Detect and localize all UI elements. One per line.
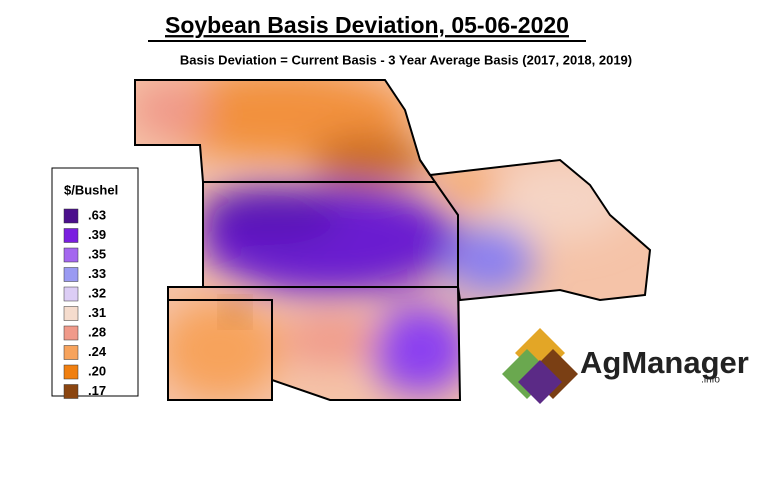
logo-name: AgManager: [580, 345, 749, 380]
legend-label: .35: [88, 246, 106, 261]
legend-swatch: [63, 345, 79, 360]
legend-swatch: [63, 247, 79, 263]
legend: $/Bushel .63 .39 .35 .33 .32 .31 .28 .24 .20 .17: [51, 167, 139, 399]
legend-swatch: [63, 208, 79, 224]
legend-swatch: [63, 384, 79, 399]
legend-label: .39: [88, 227, 106, 242]
legend-box: [51, 167, 139, 397]
legend-swatch: [63, 228, 79, 243]
legend-label: .31: [88, 305, 106, 320]
legend-swatch: [63, 306, 79, 321]
legend-swatch: [63, 267, 79, 282]
subtitle: Basis Deviation = Current Basis - 3 Year…: [180, 52, 632, 67]
legend-label: .20: [88, 363, 106, 378]
legend-label: .33: [88, 266, 106, 281]
legend-label: .24: [88, 344, 107, 359]
legend-label: .63: [88, 207, 106, 222]
title: Soybean Basis Deviation, 05-06-2020: [165, 12, 569, 38]
legend-label: .32: [88, 285, 106, 300]
legend-label: .28: [88, 324, 106, 339]
logo: AgManager .info: [502, 328, 749, 404]
state-borders: [134, 79, 652, 401]
legend-title: $/Bushel: [64, 182, 118, 197]
legend-swatch: [63, 364, 79, 380]
legend-swatch: [63, 325, 79, 341]
logo-suffix: .info: [701, 375, 720, 386]
legend-label: .17: [88, 383, 106, 398]
legend-swatch: [63, 286, 79, 302]
